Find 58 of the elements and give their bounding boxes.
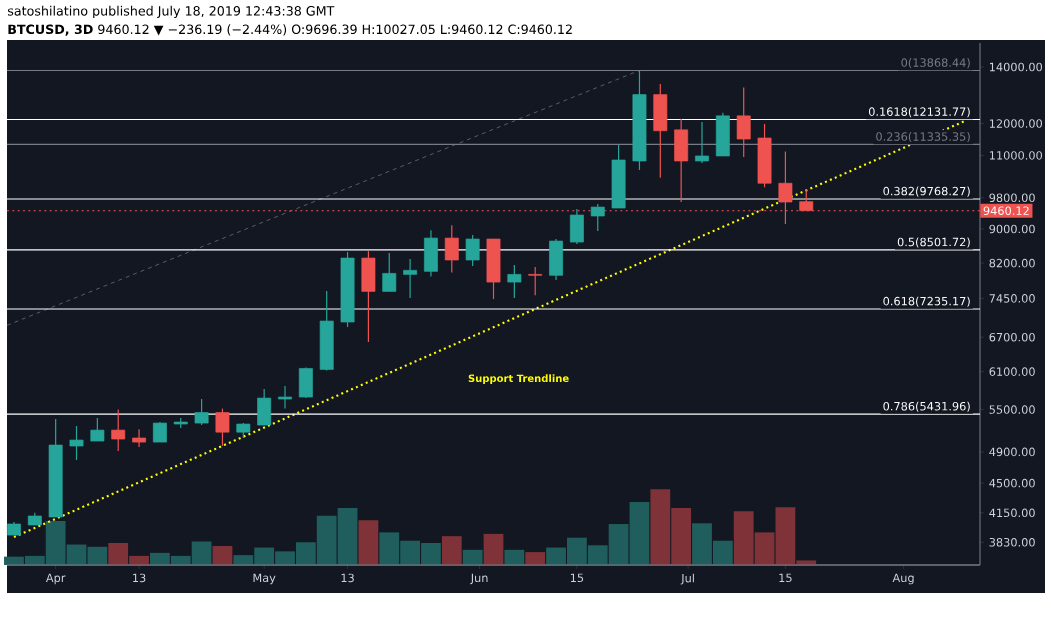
- y-tick-label: 14000.00: [989, 62, 1043, 72]
- candlestick: [132, 428, 146, 448]
- candlestick: [444, 224, 459, 273]
- bar: [483, 533, 504, 565]
- x-tick-label: 15: [779, 573, 792, 583]
- y-tick-label: 3830.00: [989, 538, 1035, 547]
- bar: [462, 549, 483, 565]
- candlestick: [695, 121, 709, 164]
- ref-line-label: 0.382(9768.27): [883, 186, 970, 197]
- candlestick: [278, 385, 292, 410]
- candlestick: [465, 234, 480, 267]
- chart-title: satoshilatino published July 18, 2019 12:43:38 GMT: [7, 5, 335, 19]
- candlestick: [528, 266, 543, 296]
- ref-line-label: 9460.12: [983, 206, 1029, 215]
- ref-line-label: 0.236(11335.35): [876, 132, 970, 143]
- chart-subtitle: BTCUSD, 3D 9460.12 ▼ −236.19 (−2.44%) O:9696.39 H:10027.05 L:9460.12 C:9460.12: [8, 24, 572, 36]
- x-tick-label: Aug: [892, 573, 914, 585]
- y-tick-label: 11000.00: [989, 151, 1043, 160]
- x-tick-label: Jul: [680, 573, 694, 585]
- x-tick-label: May: [253, 573, 276, 585]
- bar: [525, 552, 546, 565]
- y-tick-label: 4150.00: [989, 508, 1035, 518]
- candlestick: [69, 425, 84, 461]
- candlestick: [111, 408, 126, 452]
- bar: [358, 520, 379, 565]
- candlestick: [507, 264, 522, 299]
- bar: [212, 546, 233, 565]
- bar: [441, 536, 462, 565]
- y-tick-label: 12000.00: [989, 119, 1043, 128]
- candlestick: [590, 203, 605, 232]
- x-tick-label: 13: [133, 573, 146, 583]
- candlestick: [215, 407, 230, 447]
- x-tick-label: 13: [341, 573, 354, 583]
- y-tick-label: 4900.00: [989, 447, 1035, 457]
- ref-line-label: 0(13868.44): [901, 58, 970, 69]
- ref-line-label: 0.5(8501.72): [897, 237, 970, 248]
- candlestick: [194, 398, 209, 426]
- candlestick: [382, 252, 397, 293]
- x-tick-label: Jun: [470, 573, 488, 585]
- y-tick-label: 7450.00: [989, 294, 1035, 303]
- y-tick-label: 6700.00: [989, 332, 1035, 342]
- y-tick-label: 9000.00: [989, 224, 1035, 234]
- candlestick: [152, 421, 167, 443]
- bar: [504, 549, 525, 565]
- y-tick-label: 8200.00: [989, 258, 1035, 268]
- ref-line-label: 0.618(7235.17): [883, 296, 970, 307]
- y-tick-label: 6100.00: [989, 367, 1035, 376]
- x-tick-label: 15: [570, 573, 584, 583]
- ref-line-label: 0.786(5431.96): [883, 401, 970, 412]
- y-tick-label: 4500.00: [989, 478, 1035, 488]
- candlestick: [736, 86, 751, 158]
- y-tick-label: 9800.00: [989, 193, 1035, 203]
- ref-line-label: 0.1618(12131.77): [868, 107, 970, 118]
- candlestick: [90, 417, 105, 442]
- y-tick-label: 5500.00: [989, 405, 1035, 414]
- text: Support Trendline: [468, 374, 569, 384]
- candlestick: [403, 258, 418, 299]
- x-tick-label: Apr: [45, 573, 66, 585]
